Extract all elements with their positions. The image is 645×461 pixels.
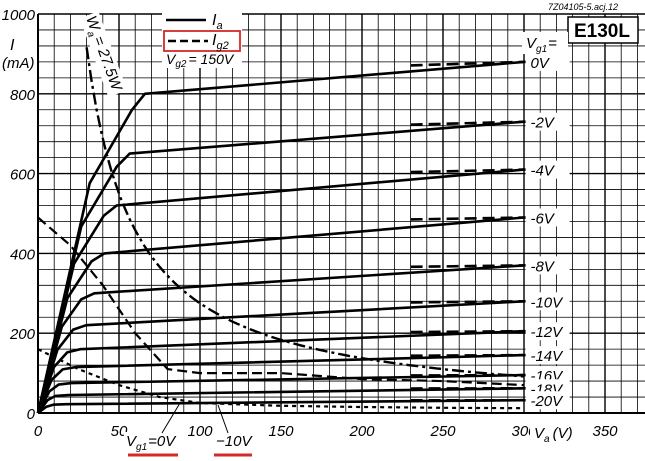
x-tick-label-bg <box>588 422 622 439</box>
series-label-bg <box>525 208 570 227</box>
ig2-tail <box>410 120 525 126</box>
ig2-tail <box>410 216 525 221</box>
curves <box>36 47 534 415</box>
x-tick-label: 50 <box>111 423 128 440</box>
series-label: -2V <box>530 115 555 132</box>
y-tick-label: 600 <box>10 167 36 184</box>
y-tick-label: 400 <box>10 246 36 263</box>
ia-curve-18V <box>36 387 525 414</box>
y-axis-symbol: I <box>10 37 15 54</box>
y-tick-label-bg <box>0 84 36 103</box>
ig2-curve-vg1-0v <box>37 216 525 387</box>
x-axis-label: Va (V) <box>534 425 573 445</box>
annotation-vg1-0v-pointer <box>161 402 181 434</box>
annotation-vg1-0v: Vg1=0V <box>126 433 177 453</box>
ig2-tail <box>410 353 525 358</box>
x-tick-label: 250 <box>429 423 456 440</box>
series-label: -12V <box>530 324 564 341</box>
series-labels: 0V-2V-4V-6V-8V-10V-12V-14V-16V-18V-20V <box>525 52 570 410</box>
y-tick-label-bg <box>0 324 36 343</box>
ia-curve-6V <box>36 216 525 414</box>
series-label-bg <box>525 346 570 365</box>
y-tick-label-bg <box>0 5 36 23</box>
series-label-bg <box>525 322 570 341</box>
x-tick-label: 0 <box>34 423 43 440</box>
annotation-minus10v: −10V <box>216 433 253 450</box>
series-label: -20V <box>530 393 564 410</box>
series-label-bg <box>525 292 570 311</box>
x-tick-label-bg <box>345 422 379 439</box>
ig2-tail <box>410 329 525 334</box>
series-label: -8V <box>530 258 555 275</box>
series-label: -6V <box>530 210 555 227</box>
ia-curve-12V <box>36 329 525 414</box>
y-tick-label-bg <box>0 244 36 263</box>
legend-ig2-highlight <box>163 30 241 52</box>
y-tick-label: 200 <box>9 326 36 343</box>
legend-ia-label: Ia <box>212 12 223 32</box>
x-tick-label-bg <box>264 422 298 439</box>
legend-vg2-condition: Vg2 = 150V <box>166 51 235 70</box>
ig2-curve-vg1-minus10v <box>37 348 525 410</box>
series-label: 0V <box>530 55 550 72</box>
legend: Ia Ig2 Vg2 = 150V <box>162 8 242 70</box>
x-tick-label: 100 <box>187 423 213 440</box>
ig2-tail <box>410 299 525 304</box>
ig2-tail <box>410 264 525 269</box>
series-label-bg <box>525 160 570 179</box>
y-tick-label: 0 <box>27 406 36 423</box>
annotation-minus10v-pointer <box>217 404 229 434</box>
ia-curve-4V <box>36 168 525 414</box>
chart-title: E130L <box>574 21 630 42</box>
ig2-tail <box>410 168 525 174</box>
y-tick-label: 1000 <box>2 7 36 24</box>
series-label-bg <box>525 52 570 71</box>
y-axis-unit: (mA) <box>2 55 35 72</box>
ia-curve-14V <box>36 353 525 414</box>
ia-curve-8V <box>36 264 525 414</box>
x-tick-label-bg <box>183 422 217 439</box>
series-label-bg <box>525 256 570 275</box>
series-label: -4V <box>530 163 555 180</box>
legend-ig2-label: Ig2 <box>212 32 229 52</box>
y-tick-label-bg <box>0 404 36 422</box>
power-limit-curve <box>85 47 525 378</box>
x-tick-label: 350 <box>592 423 618 440</box>
figure-reference: 7Z04105-5.acj.12 <box>548 2 618 12</box>
series-label-bg <box>525 391 570 410</box>
y-tick-label: 800 <box>10 87 36 104</box>
vg1-header: Vg1= <box>526 35 557 55</box>
x-tick-label-bg <box>426 422 460 439</box>
x-tick-label: 150 <box>268 423 294 440</box>
ia-curve-10V <box>36 300 525 414</box>
x-tick-label: 200 <box>348 423 375 440</box>
ig2-tail <box>410 60 525 67</box>
series-label-bg <box>525 112 570 131</box>
x-tick-label-bg <box>21 422 55 439</box>
series-label: -14V <box>530 348 564 365</box>
series-label: -10V <box>530 294 564 311</box>
title-box <box>567 16 639 44</box>
ia-curve-16V <box>36 373 525 414</box>
y-tick-label-bg <box>0 164 36 183</box>
ia-curve-20V <box>37 398 525 415</box>
